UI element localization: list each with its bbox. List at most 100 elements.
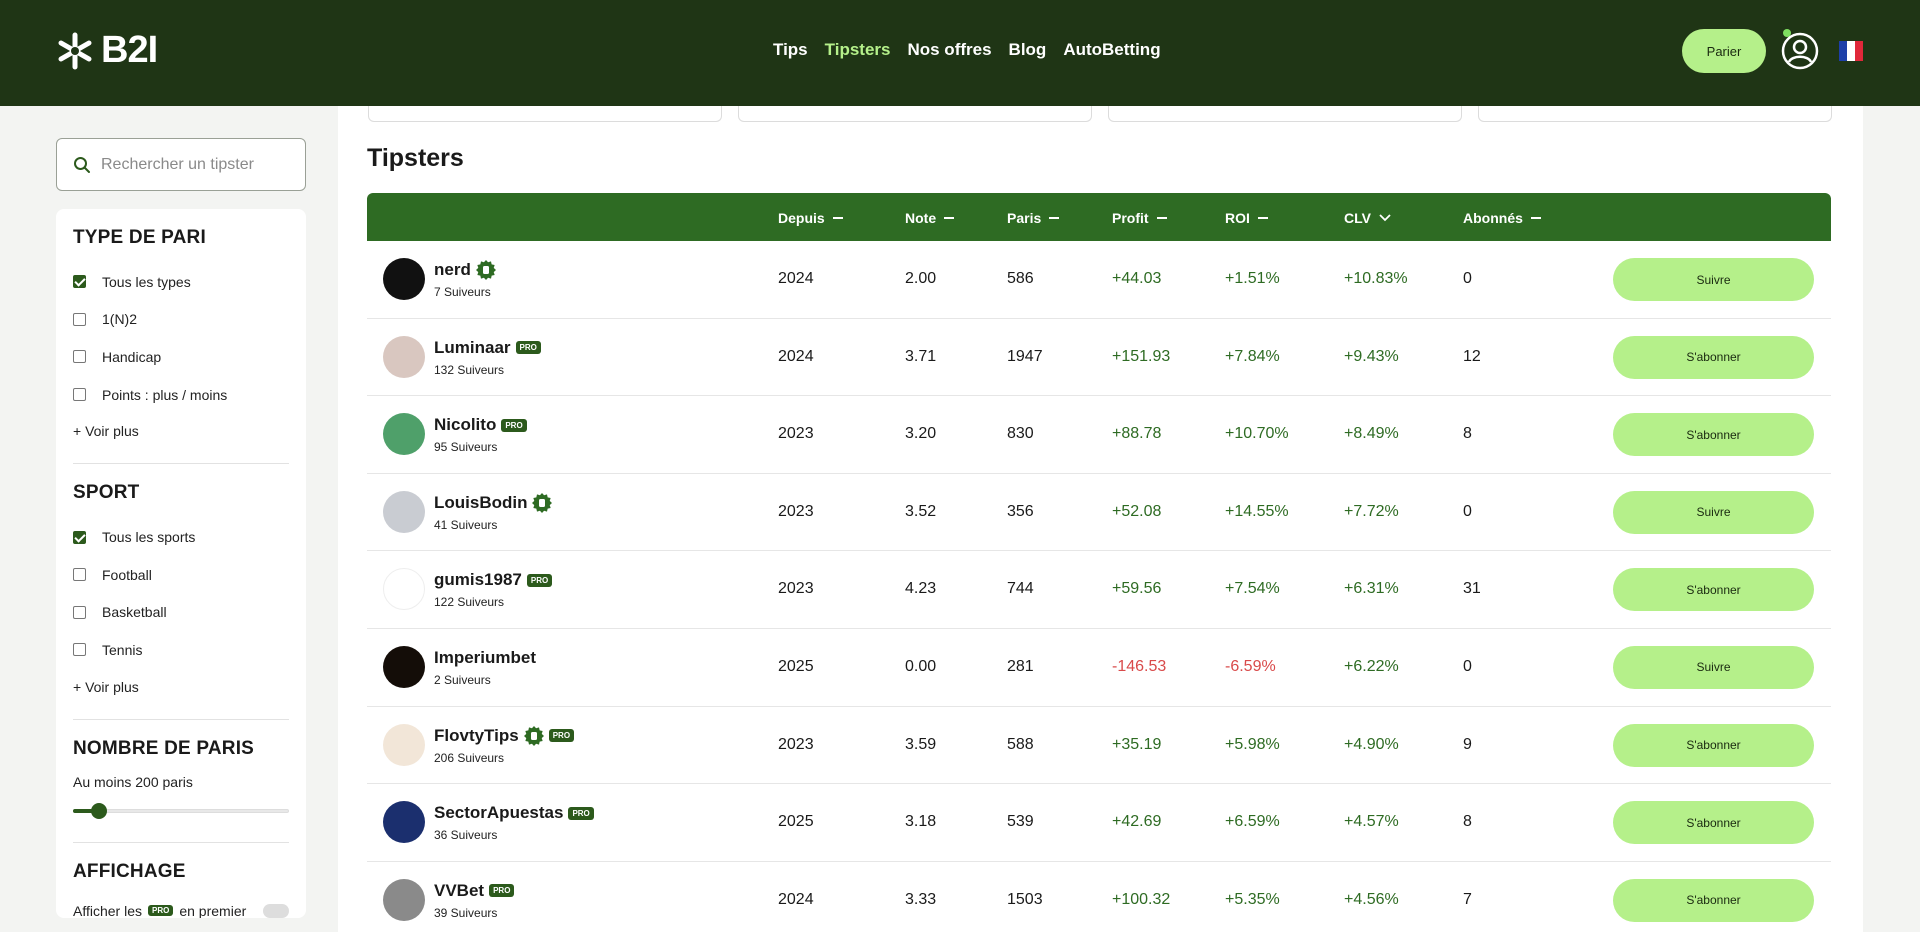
bets-count-slider[interactable] [73, 800, 289, 820]
avatar[interactable] [383, 335, 425, 378]
table-row[interactable]: SectorApuestas PRO 36 Suiveurs 2025 3.18 539 +… [367, 784, 1831, 862]
avatar[interactable] [383, 723, 425, 766]
tipster-name[interactable]: LouisBodin [434, 492, 528, 512]
stat-card [368, 106, 722, 122]
user-account-icon[interactable] [1781, 32, 1819, 70]
search-input[interactable] [101, 155, 291, 174]
sport-option[interactable]: Tous les sports [73, 518, 289, 556]
cell-profit: +151.93 [1112, 347, 1171, 365]
checkbox[interactable] [73, 568, 86, 582]
avatar[interactable] [383, 801, 425, 844]
cell-clv: +8.49% [1344, 425, 1399, 443]
column-clv[interactable]: CLV [1344, 210, 1391, 226]
cell-rating: 3.59 [905, 735, 937, 753]
tipster-name[interactable]: Imperiumbet [434, 647, 537, 667]
bet-type-option[interactable]: 1(N)2 [73, 301, 289, 339]
subscribe-button[interactable]: S'abonner [1613, 723, 1814, 767]
tipster-name-row: FlovtyTips PRO [434, 725, 575, 746]
checkbox[interactable] [73, 388, 86, 402]
search-icon [74, 156, 90, 173]
column-roi[interactable]: ROI [1225, 210, 1268, 226]
table-row[interactable]: VVBet PRO 39 Suiveurs 2024 3.33 1503 +100.32 +5… [367, 862, 1831, 932]
checkbox[interactable] [73, 312, 86, 326]
subscribe-button[interactable]: S'abonner [1613, 413, 1814, 457]
cell-rating: 3.20 [905, 425, 937, 443]
sport-title: SPORT [73, 482, 140, 504]
avatar[interactable] [383, 645, 425, 688]
bet-type-option[interactable]: Points : plus / moins [73, 376, 289, 414]
column-profit[interactable]: Profit [1112, 210, 1167, 226]
cell-subs: 0 [1463, 657, 1472, 675]
bet-button[interactable]: Parier [1682, 29, 1766, 73]
subscribe-button[interactable]: S'abonner [1613, 568, 1814, 612]
subscribe-button[interactable]: S'abonner [1613, 335, 1814, 379]
table-row[interactable]: LouisBodin 41 Suiveurs 2023 3.52 356 +52.08 +1… [367, 474, 1831, 552]
tipster-name[interactable]: Luminaar [434, 337, 511, 357]
nav-nos-offres[interactable]: Nos offres [907, 40, 992, 59]
sport-option[interactable]: Football [73, 556, 289, 594]
tipster-name-row: gumis1987 PRO [434, 570, 553, 590]
nav-autobetting[interactable]: AutoBetting [1063, 40, 1161, 59]
logo[interactable]: B2I [55, 29, 158, 72]
main-nav: Tips Tipsters Nos offres Blog AutoBetting [773, 40, 1161, 60]
column-rating[interactable]: Note [905, 210, 955, 226]
avatar[interactable] [383, 490, 425, 533]
table-row[interactable]: Luminaar PRO 132 Suiveurs 2024 3.71 1947 +151.… [367, 319, 1831, 397]
tipster-name[interactable]: VVBet [434, 880, 485, 900]
nav-tips[interactable]: Tips [773, 40, 808, 59]
table-row[interactable]: Imperiumbet 2 Suiveurs 2025 0.00 281 -146.53 -… [367, 629, 1831, 707]
nav-blog[interactable]: Blog [1008, 40, 1047, 59]
column-profit-label: Profit [1112, 210, 1149, 226]
bet-type-more-link[interactable]: + Voir plus [73, 423, 139, 440]
checkbox[interactable] [73, 605, 86, 619]
table-row[interactable]: nerd 7 Suiveurs 2024 2.00 586 +44.03 +1.51% +10… [367, 241, 1831, 319]
sport-option[interactable]: Basketball [73, 594, 289, 632]
avatar[interactable] [383, 258, 425, 300]
tipster-name[interactable]: gumis1987 [434, 570, 522, 590]
follow-button[interactable]: Suivre [1613, 490, 1814, 534]
tipster-search[interactable] [56, 138, 306, 191]
follow-button[interactable]: Suivre [1613, 258, 1814, 301]
stat-card [1478, 106, 1832, 122]
column-since[interactable]: Depuis [778, 210, 843, 226]
subscribe-button[interactable]: S'abonner [1613, 878, 1814, 922]
follow-button[interactable]: Suivre [1613, 645, 1814, 689]
followers-count: 2 Suiveurs [434, 672, 491, 687]
tipster-name[interactable]: Nicolito [434, 415, 497, 435]
cell-roi: +6.59% [1225, 813, 1280, 831]
pro-first-toggle[interactable] [263, 903, 289, 918]
sport-option[interactable]: Tennis [73, 631, 289, 669]
tipster-name[interactable]: FlovtyTips [434, 725, 519, 745]
french-flag-icon[interactable] [1839, 41, 1863, 61]
avatar[interactable] [383, 568, 425, 611]
column-subscribers[interactable]: Abonnés [1463, 210, 1541, 226]
cell-subs: 8 [1463, 813, 1472, 831]
subscribe-button[interactable]: S'abonner [1613, 801, 1814, 845]
table-row[interactable]: gumis1987 PRO 122 Suiveurs 2023 4.23 744 +59.5… [367, 551, 1831, 629]
table-row[interactable]: FlovtyTips PRO 206 Suiveurs 2023 3.59 588 +35.… [367, 707, 1831, 785]
slider-thumb[interactable] [90, 802, 107, 819]
followers-count: 206 Suiveurs [434, 750, 505, 765]
pro-badge: PRO [548, 729, 575, 743]
column-clv-label: CLV [1344, 210, 1371, 226]
tipster-name[interactable]: SectorApuestas [434, 803, 564, 823]
cell-subs: 9 [1463, 735, 1472, 753]
column-rating-label: Note [905, 210, 937, 226]
checkbox[interactable] [73, 350, 86, 364]
bet-type-option[interactable]: Tous les types [73, 263, 289, 301]
table-row[interactable]: Nicolito PRO 95 Suiveurs 2023 3.20 830 +88.78 +… [367, 396, 1831, 474]
sport-more-link[interactable]: + Voir plus [73, 678, 139, 695]
checkbox[interactable] [73, 530, 86, 544]
column-bets[interactable]: Paris [1007, 210, 1060, 226]
avatar[interactable] [383, 878, 425, 921]
verified-badge-icon [475, 260, 496, 280]
pro-badge: PRO [501, 418, 527, 432]
checkbox[interactable] [73, 275, 86, 289]
sort-none-icon [944, 217, 955, 219]
sort-none-icon [1049, 217, 1060, 219]
nav-tipsters[interactable]: Tipsters [824, 40, 891, 59]
avatar[interactable] [383, 413, 425, 456]
tipster-name[interactable]: nerd [434, 260, 471, 279]
bet-type-option[interactable]: Handicap [73, 338, 289, 376]
checkbox[interactable] [73, 643, 86, 657]
